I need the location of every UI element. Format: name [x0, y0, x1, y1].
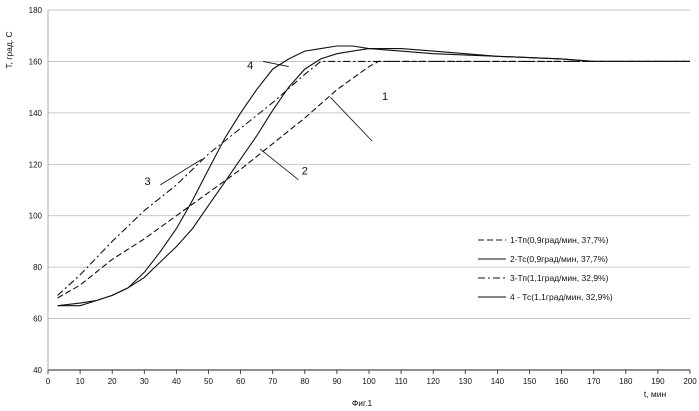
x-tick-label: 40 — [172, 377, 181, 386]
legend-entry-3: 3-Тп(1,1град/мин, 32,9%) — [510, 273, 609, 283]
y-tick-label: 180 — [29, 6, 43, 15]
x-tick-label: 60 — [236, 377, 245, 386]
legend-entry-4: 4 - Тс(1,1град/мин, 32,9%) — [510, 292, 613, 302]
x-tick-label: 160 — [555, 377, 569, 386]
grid — [48, 10, 690, 370]
x-tick-label: 150 — [523, 377, 537, 386]
x-tick-label: 80 — [300, 377, 309, 386]
curve-label-1: 1 — [382, 91, 388, 103]
y-tick-label: 140 — [29, 109, 43, 118]
x-tick-label: 30 — [140, 377, 149, 386]
x-axis-title: t, мин — [644, 389, 667, 399]
x-tick-label: 110 — [395, 377, 408, 386]
x-tick-label: 120 — [427, 377, 441, 386]
curve-label-leader — [330, 97, 372, 141]
curve-label-2: 2 — [302, 166, 308, 178]
x-tick-label: 50 — [204, 377, 213, 386]
curve-label-leader — [263, 61, 289, 66]
legend-entry-1: 1-Тп(0,9град/мин, 37,7%) — [510, 235, 609, 245]
y-tick-label: 40 — [33, 366, 42, 375]
y-tick-label: 160 — [29, 57, 43, 66]
x-tick-label: 130 — [459, 377, 473, 386]
x-tick-label: 70 — [268, 377, 277, 386]
y-axis-title: T, град. С — [4, 31, 14, 68]
x-tick-label: 0 — [46, 377, 51, 386]
x-tick-label: 190 — [651, 377, 665, 386]
y-tick-label: 100 — [29, 212, 43, 221]
x-tick-label: 200 — [683, 377, 697, 386]
x-tick-label: 100 — [362, 377, 376, 386]
x-tick-label: 140 — [491, 377, 505, 386]
x-tick-label: 170 — [587, 377, 601, 386]
x-tick-label: 180 — [619, 377, 633, 386]
figure-caption: Фиг.1 — [352, 398, 373, 408]
curve-label-3: 3 — [144, 176, 150, 188]
curve-labels: 1 2 3 4 — [144, 60, 388, 188]
x-tick-label: 90 — [332, 377, 341, 386]
x-tick-label: 20 — [108, 377, 117, 386]
legend: 1-Тп(0,9град/мин, 37,7%) 2-Тс(0,9град/мин… — [478, 235, 613, 302]
y-tick-label: 80 — [33, 263, 42, 272]
x-tick-label: 10 — [76, 377, 85, 386]
curve-label-4: 4 — [247, 60, 253, 72]
y-tick-label: 120 — [29, 160, 43, 169]
legend-entry-2: 2-Тс(0,9град/мин, 37,7%) — [510, 254, 608, 264]
axes: 40 60 80 100 120 140 160 180 0 10 20 30 40 50 60 70 80 90… — [29, 6, 698, 386]
y-tick-label: 60 — [33, 315, 42, 324]
